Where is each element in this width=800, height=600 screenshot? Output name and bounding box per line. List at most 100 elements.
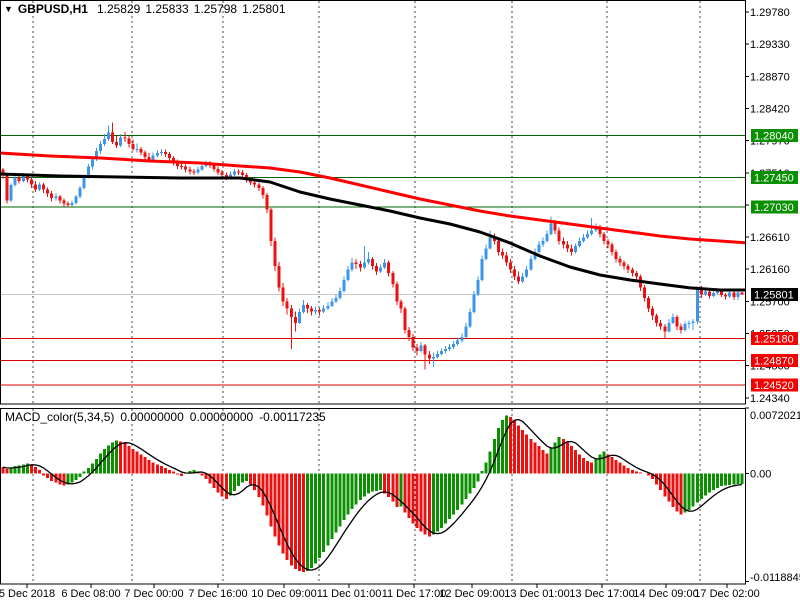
candle-bullish [9, 183, 13, 203]
candle-bearish [123, 131, 127, 142]
macd-bar-up [716, 473, 720, 489]
candle-body [578, 241, 582, 247]
candle-body [557, 230, 561, 242]
candle-bullish [419, 341, 423, 353]
candle-bullish [330, 297, 334, 308]
macd-bar-down [176, 473, 180, 475]
candle-body [346, 269, 350, 281]
candle-body [1, 169, 5, 176]
macd-bar-up [236, 473, 240, 487]
ohlc-value: 1.25801 [242, 2, 286, 16]
candle-bullish [103, 134, 106, 147]
macd-bar-down [265, 473, 269, 516]
candle-bearish [115, 135, 119, 149]
candle-bearish [216, 166, 220, 176]
candle-bullish [480, 255, 484, 282]
candle-bullish [135, 143, 139, 153]
macd-bar-down [537, 446, 541, 474]
candle-body [476, 280, 480, 295]
candle-body [94, 151, 98, 160]
macd-bar-up [366, 473, 370, 494]
macd-bar-down [220, 473, 224, 497]
macd-bar-down [667, 473, 671, 502]
time-tick-label: 13 Dec 01:00 [504, 588, 569, 600]
candle-bullish [549, 216, 553, 236]
candle-bearish [354, 258, 358, 269]
macd-bar-down [582, 458, 586, 474]
time-tick-label: 5 Dec 2018 [0, 588, 55, 600]
candle-bullish [683, 321, 687, 332]
candle-bullish [334, 294, 338, 303]
macd-bar-down [281, 473, 285, 554]
macd-bar-down [630, 469, 634, 474]
candle-bearish [492, 233, 496, 245]
candle-bearish [618, 256, 622, 267]
candle-bearish [257, 182, 261, 191]
candle-body [82, 177, 86, 188]
macd-bar-down [659, 473, 663, 490]
candle-bullish [712, 290, 715, 298]
candle-body [642, 287, 646, 298]
macd-bar-up [549, 448, 553, 474]
candle-body [671, 317, 675, 323]
macd-bar-down [614, 459, 618, 474]
candle-body [736, 292, 740, 298]
candle-body [448, 346, 452, 350]
candle-body [33, 184, 37, 190]
candle-bearish [707, 289, 711, 299]
candle-body [236, 171, 240, 173]
main-chart-surface[interactable] [0, 0, 745, 404]
candle-bearish [504, 251, 508, 267]
macd-bar-up [431, 473, 435, 535]
price-axis-surface[interactable] [745, 0, 800, 584]
macd-bar-down [135, 451, 139, 474]
candle-body [281, 287, 285, 302]
candle-bullish [452, 341, 456, 350]
macd-bar-down [293, 473, 297, 570]
candle-body [370, 258, 374, 267]
candle-bullish [521, 273, 525, 284]
macd-bar-up [724, 473, 728, 486]
macd-bar-up [740, 473, 744, 485]
macd-panel-surface[interactable] [0, 408, 745, 584]
macd-bar-down [679, 473, 683, 515]
candle-bullish [472, 290, 476, 314]
candle-body [553, 223, 557, 231]
macd-bar-up [553, 442, 557, 474]
candle-body [285, 301, 289, 309]
macd-bar-down [147, 459, 151, 474]
macd-bar-down [533, 442, 537, 474]
candle-body [695, 288, 699, 322]
one-click-trading-toggle[interactable]: ▼ [4, 4, 13, 14]
time-tick-label: 10 Dec 09:00 [251, 588, 316, 600]
time-axis-surface[interactable] [0, 584, 800, 600]
candle-body [598, 226, 602, 235]
price-badge-label: 1.24520 [754, 380, 794, 392]
candle-body [139, 148, 143, 153]
macd-bar-up [13, 466, 17, 474]
candle-bearish [261, 185, 265, 199]
macd-bar-up [370, 473, 374, 492]
macd-signal-line [2, 418, 742, 571]
macd-bar-down [155, 464, 159, 474]
candle-bullish [13, 174, 17, 187]
macd-bar-down [119, 441, 123, 474]
candle-bearish [188, 166, 192, 175]
candle-bullish [537, 241, 541, 254]
macd-bar-up [314, 473, 318, 564]
candle-bearish [236, 169, 240, 176]
candle-body [330, 301, 334, 306]
candle-bearish [517, 271, 521, 284]
candle-body [569, 248, 573, 252]
candle-bullish [736, 291, 740, 301]
macd-bar-up [241, 473, 245, 483]
macd-bar-down [610, 457, 614, 474]
candle-bearish [427, 351, 431, 364]
candle-bearish [370, 256, 374, 270]
price-tick-label: 1.29780 [750, 7, 790, 19]
macd-bar-up [103, 448, 106, 474]
candle-body [216, 168, 220, 173]
candle-body [9, 185, 13, 201]
candle-body [435, 354, 439, 357]
